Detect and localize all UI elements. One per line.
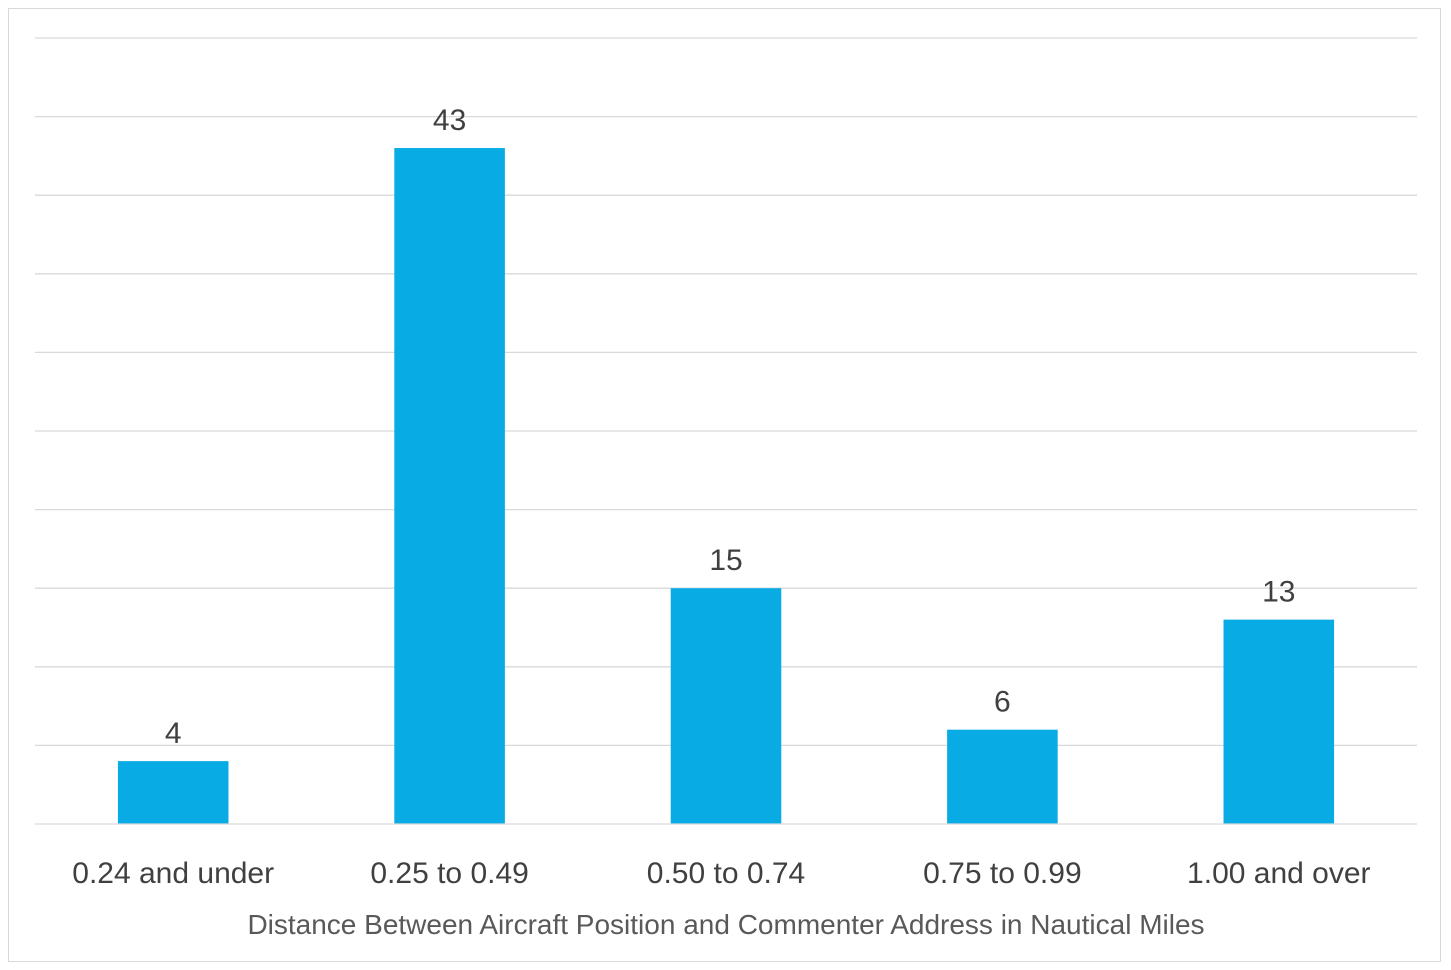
x-tick-label: 0.24 and under	[72, 857, 274, 890]
bar	[1224, 620, 1335, 824]
bar	[394, 148, 505, 824]
x-tick-label: 0.75 to 0.99	[923, 857, 1081, 890]
data-label: 6	[994, 686, 1011, 719]
x-tick-label: 0.50 to 0.74	[647, 857, 805, 890]
bar	[671, 588, 782, 824]
data-label: 15	[709, 544, 742, 577]
x-tick-label: 1.00 and over	[1187, 857, 1370, 890]
bar	[118, 761, 229, 824]
data-label: 4	[165, 717, 182, 750]
bar	[947, 730, 1058, 824]
x-axis-title: Distance Between Aircraft Position and C…	[247, 909, 1204, 940]
data-label: 43	[433, 104, 466, 137]
data-label: 13	[1262, 576, 1295, 609]
bars	[118, 148, 1334, 824]
x-tick-labels: 0.24 and under 0.25 to 0.49 0.50 to 0.74 0.…	[72, 857, 1370, 890]
x-tick-label: 0.25 to 0.49	[370, 857, 528, 890]
